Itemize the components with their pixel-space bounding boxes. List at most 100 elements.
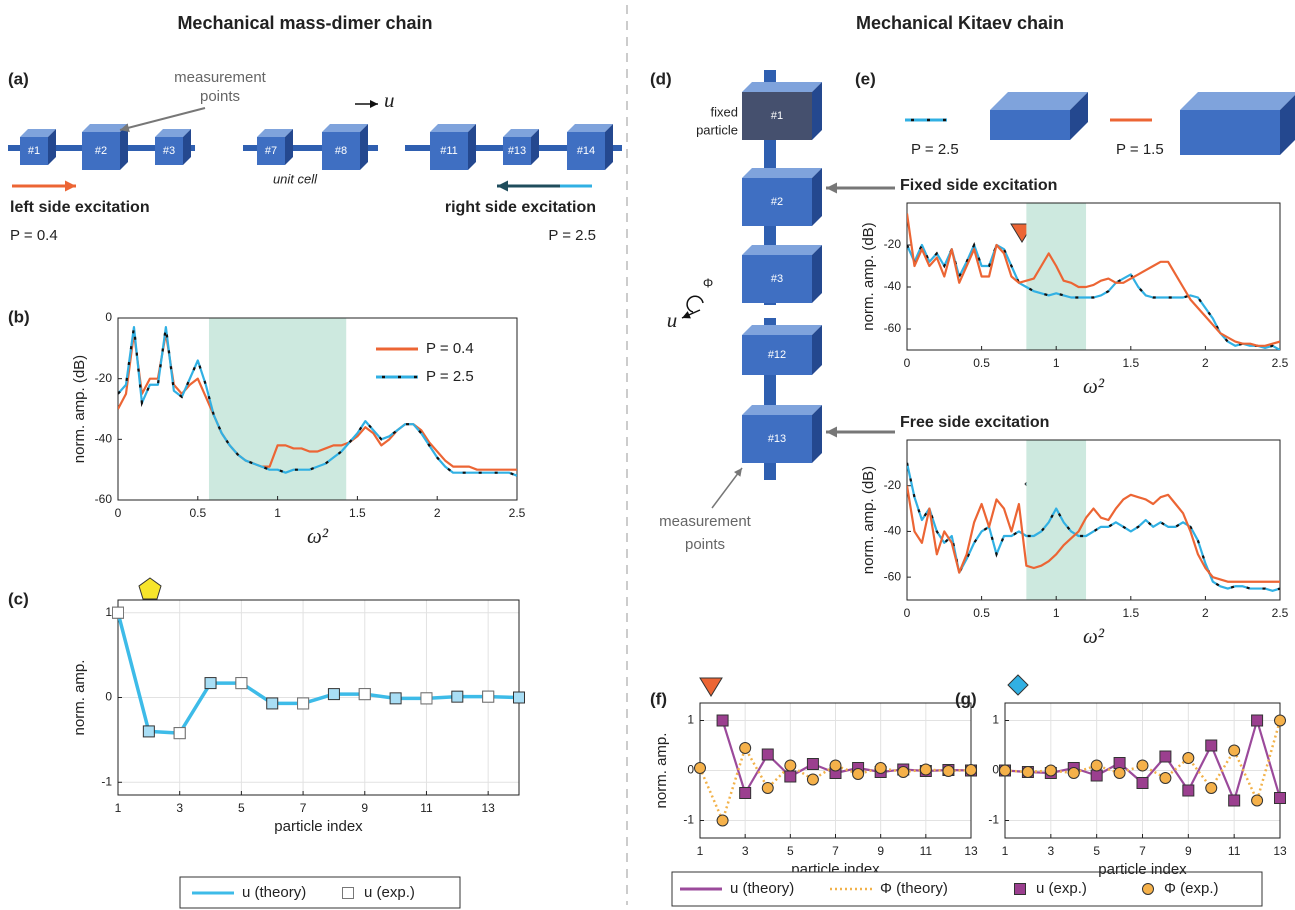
x-tick-label: 11 xyxy=(420,801,433,815)
label: measurement xyxy=(174,69,267,86)
heading: Mechanical mass-dimer chain xyxy=(177,13,432,33)
label: Φ xyxy=(703,275,713,290)
y-axis-label: norm. amp. (dB) xyxy=(71,355,88,463)
x-tick-label: 1 xyxy=(115,801,122,815)
particle: #2 xyxy=(742,168,822,226)
y-tick-label: -1 xyxy=(101,774,112,788)
particle-top xyxy=(567,124,613,132)
x-tick-label: 1 xyxy=(1053,606,1060,620)
legend-label: P = 2.5 xyxy=(426,368,474,385)
particle-front xyxy=(1180,110,1280,155)
plot-frame xyxy=(906,202,1281,351)
x-tick-label: 1 xyxy=(1053,356,1060,370)
particle-top xyxy=(742,405,822,415)
particle-label: #7 xyxy=(265,145,277,157)
chart-title: Fixed side excitation xyxy=(900,177,1057,194)
chart-title: Free side excitation xyxy=(900,414,1049,431)
particle-front xyxy=(20,137,48,165)
particle: #3 xyxy=(155,129,191,165)
series-line xyxy=(118,612,519,735)
x-tick-label: 1.5 xyxy=(349,506,366,520)
legend-label: u (exp.) xyxy=(1036,880,1087,897)
particle: #3 xyxy=(742,245,822,303)
marker xyxy=(420,692,433,705)
label: right side excitation xyxy=(445,199,596,216)
heading: Mechanical Kitaev chain xyxy=(856,13,1064,33)
particle-side xyxy=(812,168,822,226)
particle-front xyxy=(742,415,812,463)
label: P = 2.5 xyxy=(548,227,596,244)
x-axis-label: ω² xyxy=(307,524,329,548)
particle-top xyxy=(20,129,56,137)
label: P = 0.4 xyxy=(10,227,58,244)
particle-label: #2 xyxy=(771,196,783,208)
particle-top xyxy=(155,129,191,137)
particle-side xyxy=(360,124,368,170)
marker xyxy=(358,688,371,701)
particle-label: #12 xyxy=(768,349,786,361)
marker xyxy=(327,688,340,701)
marker xyxy=(1274,714,1286,727)
marker xyxy=(1182,784,1195,797)
y-tick-label: 0 xyxy=(105,310,112,324)
marker xyxy=(829,759,842,772)
marker xyxy=(1142,883,1154,895)
arrow-head xyxy=(826,426,837,438)
particle: #14 xyxy=(567,124,613,170)
marker xyxy=(806,758,819,770)
y-tick-label: -20 xyxy=(884,237,902,251)
particle-top xyxy=(322,124,368,132)
particle: #12 xyxy=(742,325,822,375)
triangle-symbol xyxy=(699,677,723,697)
legend-label: P = 0.4 xyxy=(426,340,474,357)
marker xyxy=(739,787,752,799)
x-tick-label: 0 xyxy=(115,506,122,520)
x-tick-label: 0.5 xyxy=(973,356,990,370)
marker xyxy=(784,759,797,772)
arrow-head xyxy=(120,123,130,133)
label: left side excitation xyxy=(10,199,150,216)
marker xyxy=(761,782,774,794)
particle-label: #3 xyxy=(771,273,783,285)
marker xyxy=(1251,794,1264,807)
particle-front xyxy=(567,132,605,170)
marker xyxy=(451,690,464,703)
particle-front xyxy=(742,255,812,303)
marker xyxy=(1182,752,1195,764)
legend-box xyxy=(671,871,1263,907)
particle xyxy=(1180,92,1295,155)
arrow-head xyxy=(826,182,837,194)
marker xyxy=(897,766,910,778)
marker xyxy=(1090,769,1103,782)
particle-front xyxy=(990,110,1070,140)
marker xyxy=(1044,764,1057,777)
particle-top xyxy=(503,129,539,137)
x-axis-label: particle index xyxy=(274,818,363,835)
label: unit cell xyxy=(273,171,318,186)
particle-top xyxy=(742,325,822,335)
particle-front xyxy=(257,137,285,165)
particle: #13 xyxy=(503,129,539,165)
particle-side xyxy=(812,245,822,303)
x-tick-label: 9 xyxy=(877,844,884,858)
legend-label: u (exp.) xyxy=(364,884,415,901)
x-tick-label: 3 xyxy=(742,844,749,858)
marker xyxy=(716,814,729,827)
particle-side xyxy=(812,325,822,375)
y-axis-label: norm. amp. (dB) xyxy=(860,466,877,574)
arrow-shaft xyxy=(119,107,206,131)
marker xyxy=(1159,772,1172,784)
x-tick-label: 1 xyxy=(1002,844,1009,858)
particle-label: #2 xyxy=(95,145,107,157)
marker xyxy=(297,697,310,710)
particle: #8 xyxy=(322,124,368,170)
y-tick-label: 1 xyxy=(687,713,694,727)
x-tick-label: 0 xyxy=(904,356,911,370)
x-tick-label: 7 xyxy=(300,801,307,815)
x-tick-label: 13 xyxy=(1273,844,1287,858)
particle-top xyxy=(990,92,1088,110)
marker xyxy=(513,691,525,704)
legend-label: P = 2.5 xyxy=(911,141,959,158)
